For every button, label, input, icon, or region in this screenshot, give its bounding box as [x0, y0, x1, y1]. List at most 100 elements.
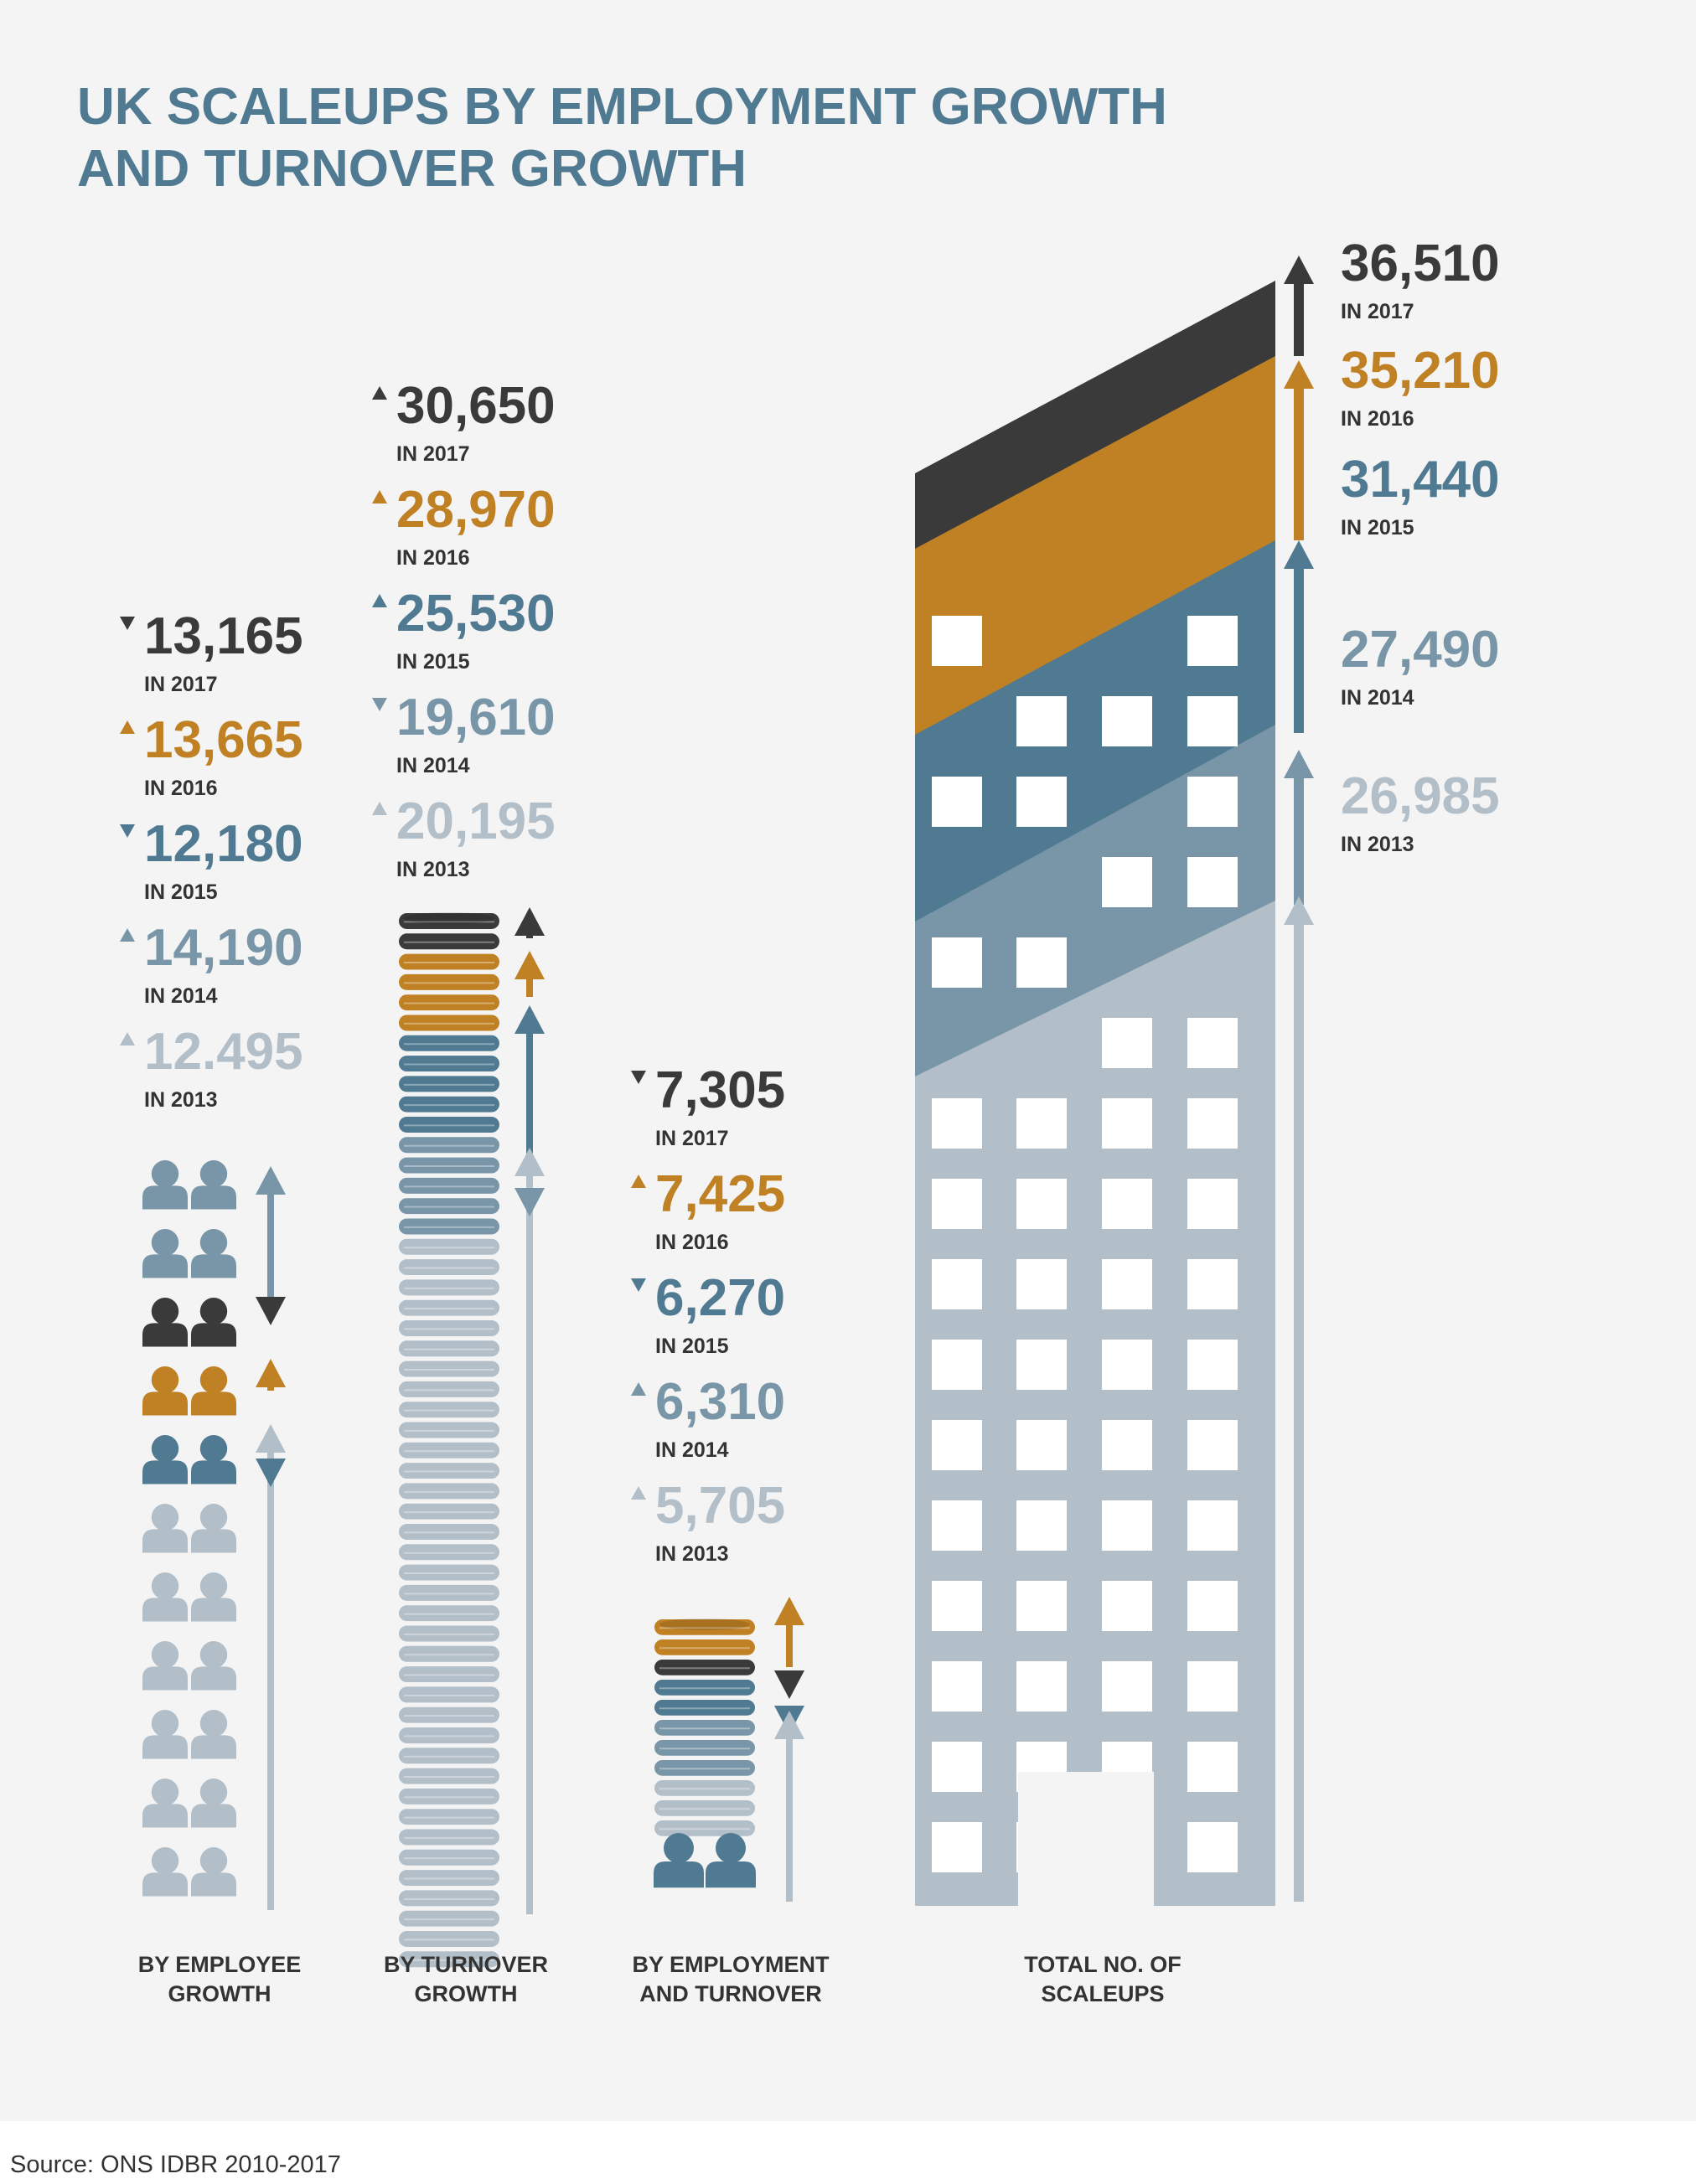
person-icon [142, 1229, 188, 1278]
building-window [1187, 1179, 1238, 1229]
person-icon [191, 1435, 236, 1484]
coin [654, 1760, 755, 1776]
year-label: IN 2016 [396, 546, 470, 570]
coin [399, 1706, 499, 1723]
arrow-up-head [774, 1711, 804, 1739]
coin [399, 1748, 499, 1764]
coin [399, 1584, 499, 1601]
arrow-up-head [514, 907, 545, 936]
person-icon [191, 1504, 236, 1553]
trend-down-marker [631, 1278, 646, 1292]
year-label: IN 2016 [1341, 407, 1414, 431]
year-label: IN 2014 [144, 984, 218, 1008]
building-window [1016, 777, 1067, 827]
building-window [932, 1822, 982, 1872]
value-label: 12.495 [144, 1023, 303, 1081]
trend-up-marker [631, 1175, 646, 1188]
person-icon [191, 1298, 236, 1347]
coin [399, 1931, 499, 1947]
building-window [932, 777, 982, 827]
trend-up-marker [120, 720, 135, 734]
building-window [1102, 1420, 1152, 1470]
coin [399, 1198, 499, 1215]
building-band [915, 901, 1275, 1906]
trend-down-marker [372, 698, 387, 711]
coin [399, 1463, 499, 1479]
coin [399, 994, 499, 1011]
building-window [932, 1179, 982, 1229]
coin [399, 1442, 499, 1459]
coin [399, 1299, 499, 1316]
year-label: IN 2016 [144, 777, 218, 800]
year-label: IN 2014 [655, 1438, 729, 1462]
employment-and-turnover-figure [654, 1619, 756, 1888]
person-icon [191, 1160, 236, 1210]
arrow-up-head [514, 1148, 545, 1176]
building-window [1102, 1259, 1152, 1309]
building-window [1187, 1098, 1238, 1149]
coin [399, 1564, 499, 1581]
coin [399, 1829, 499, 1846]
building-window [1016, 1420, 1067, 1470]
year-label: IN 2017 [1341, 300, 1414, 323]
year-label: IN 2017 [396, 442, 470, 466]
value-label: 28,970 [396, 481, 556, 539]
value-label: 27,490 [1341, 621, 1500, 679]
building-window [1187, 1500, 1238, 1551]
coin [399, 1910, 499, 1927]
coin [654, 1639, 755, 1655]
coin [654, 1800, 755, 1816]
coin [399, 973, 499, 990]
person-icon [142, 1298, 188, 1347]
trend-up-marker [372, 386, 387, 400]
building-window [1102, 696, 1152, 746]
coin-top [404, 912, 494, 924]
coin [399, 1320, 499, 1336]
arrow-up-head [1284, 360, 1314, 389]
building-window [1187, 777, 1238, 827]
caption-line: BY TURNOVER [384, 1952, 548, 1977]
building-window [932, 937, 982, 988]
arrow-down-head [256, 1297, 286, 1325]
year-label: IN 2015 [396, 650, 470, 674]
value-label: 7,425 [655, 1165, 785, 1223]
person-icon [191, 1572, 236, 1622]
building-window [1187, 1018, 1238, 1068]
coin [399, 1035, 499, 1051]
trend-up-marker [120, 1032, 135, 1046]
trend-up-marker [120, 928, 135, 942]
coin [399, 1809, 499, 1825]
trend-up-marker [631, 1486, 646, 1500]
coin-top [659, 1619, 750, 1630]
building-window [1016, 1581, 1067, 1631]
arrow-up-head [256, 1424, 286, 1453]
year-label: IN 2017 [144, 673, 218, 696]
building-window [932, 1581, 982, 1631]
building-window [1016, 937, 1067, 988]
year-label: IN 2015 [655, 1335, 729, 1358]
building-window [1016, 1179, 1067, 1229]
coin [399, 1015, 499, 1031]
value-label: 26,985 [1341, 767, 1500, 825]
arrow-up-head [256, 1359, 286, 1387]
person-icon [142, 1504, 188, 1553]
year-label: IN 2013 [396, 858, 470, 881]
caption-line: BY EMPLOYEE [138, 1952, 302, 1977]
turnover-growth-coin-stack [399, 912, 499, 1968]
coin [399, 1402, 499, 1418]
trend-up-marker [372, 594, 387, 607]
building-window [1187, 1742, 1238, 1792]
value-label: 14,190 [144, 919, 303, 977]
building-window [932, 1420, 982, 1470]
coin [399, 1238, 499, 1255]
value-label: 31,440 [1341, 451, 1500, 509]
building-window [1187, 1822, 1238, 1872]
building-window [932, 1500, 982, 1551]
arrow-up-head [1284, 540, 1314, 569]
caption-line: GROWTH [168, 1981, 271, 2006]
building-window [1016, 1259, 1067, 1309]
building-window [1187, 1420, 1238, 1470]
person-icon [142, 1710, 188, 1759]
arrow-down-head [774, 1670, 804, 1699]
